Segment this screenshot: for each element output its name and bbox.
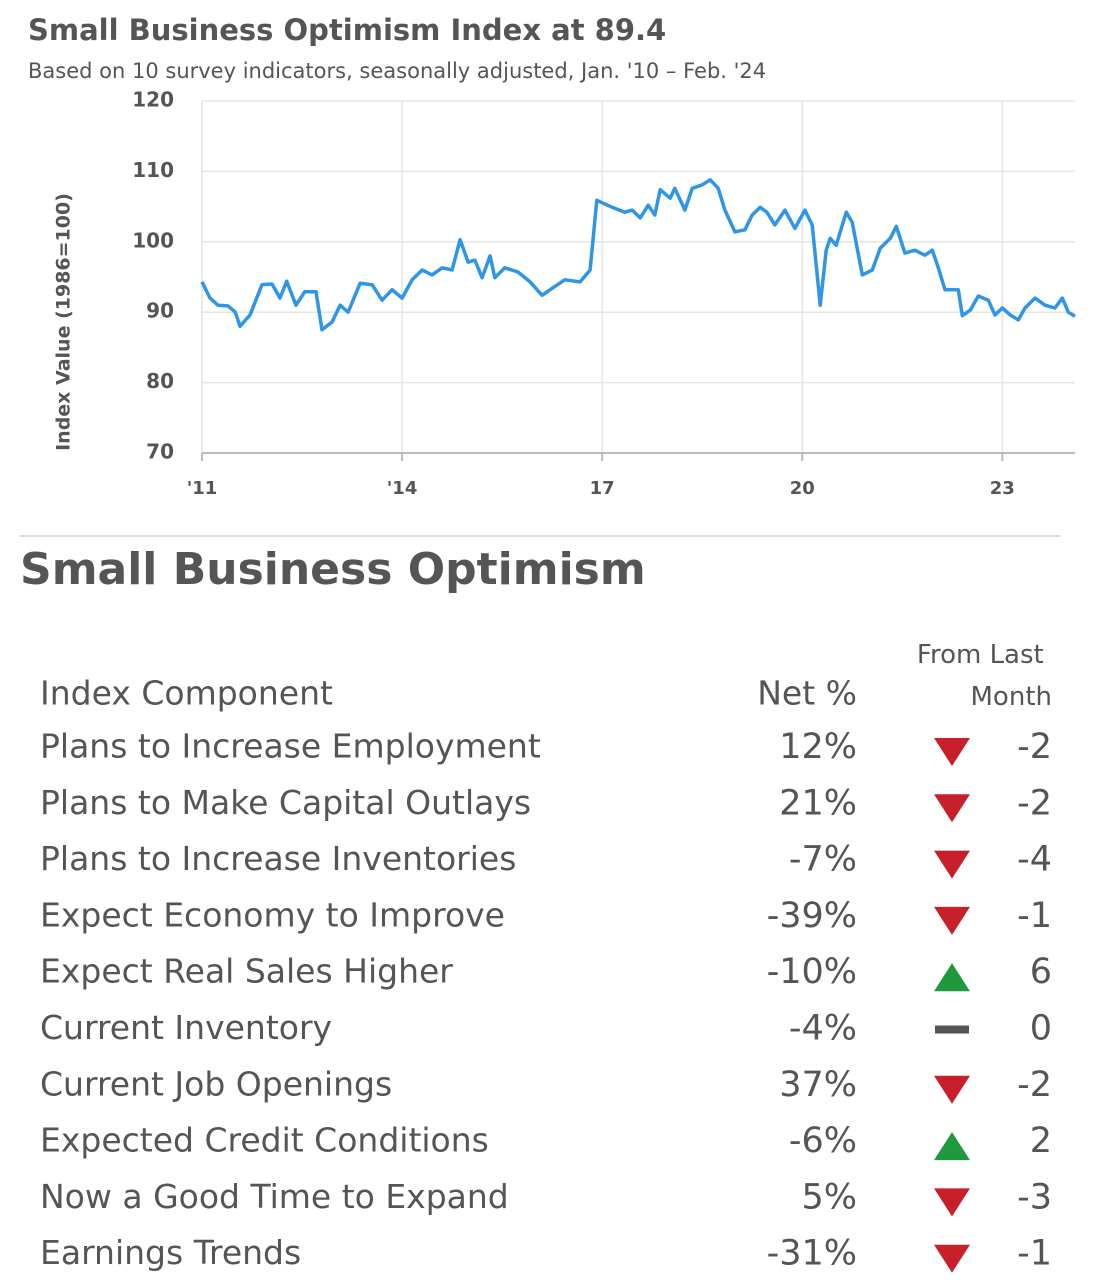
x-tick-label: '11 <box>187 478 218 499</box>
net-percent: 37% <box>779 1065 857 1105</box>
component-name: Current Job Openings <box>40 1064 392 1103</box>
change-value: -2 <box>1017 1065 1052 1105</box>
header-net: Net % <box>757 674 857 713</box>
up-arrow <box>934 1132 970 1161</box>
y-tick-label: 90 <box>146 299 174 323</box>
down-arrow <box>934 1075 970 1104</box>
x-tick-label: 20 <box>790 478 815 499</box>
table-title: Small Business Optimism <box>20 544 646 595</box>
component-name: Expected Credit Conditions <box>40 1121 489 1160</box>
chart-subtitle: Based on 10 survey indicators, seasonall… <box>28 59 766 83</box>
down-arrow <box>934 1188 970 1217</box>
y-tick-label: 120 <box>132 88 174 112</box>
component-name: Expect Real Sales Higher <box>40 952 453 991</box>
component-name: Now a Good Time to Expand <box>40 1177 509 1216</box>
change-value: 2 <box>1030 1121 1052 1161</box>
change-value: -2 <box>1017 783 1052 823</box>
net-percent: -4% <box>789 1009 857 1049</box>
net-percent: 21% <box>779 783 857 823</box>
net-percent: 5% <box>801 1177 857 1217</box>
y-tick-label: 100 <box>132 228 174 252</box>
change-value: -3 <box>1017 1177 1052 1217</box>
flat-dash <box>935 1025 969 1034</box>
net-percent: -7% <box>789 840 857 880</box>
change-value: 0 <box>1030 1009 1052 1049</box>
y-axis-label: Index Value (1986=100) <box>53 193 75 451</box>
header-change: From Last Month <box>917 640 1052 712</box>
chart: 70 80 90 100 110 120 '11 '14 17 20 23 <box>132 88 1076 499</box>
component-name: Earnings Trends <box>40 1233 301 1272</box>
line <box>200 178 1076 332</box>
change-value: -1 <box>1017 896 1052 936</box>
net-percent: 12% <box>779 727 857 767</box>
x-tick-label: 23 <box>990 478 1015 499</box>
header-component: Index Component <box>40 674 333 713</box>
down-arrow <box>934 1244 970 1273</box>
change-value: 6 <box>1030 952 1052 992</box>
net-percent: -6% <box>789 1121 857 1161</box>
table: Index Component Net % From Last Month Plans… <box>40 640 1052 1274</box>
change-value: -2 <box>1017 727 1052 767</box>
change-value: -1 <box>1017 1234 1052 1274</box>
net-percent: -31% <box>767 1234 857 1274</box>
net-percent: -10% <box>767 952 857 992</box>
component-name: Expect Economy to Improve <box>40 895 505 934</box>
up-arrow <box>934 963 970 992</box>
component-name: Current Inventory <box>40 1008 332 1047</box>
down-arrow <box>934 906 970 935</box>
chart-title: Small Business Optimism Index at 89.4 <box>28 13 666 47</box>
down-arrow <box>934 738 970 766</box>
component-name: Plans to Make Capital Outlays <box>40 783 531 822</box>
y-tick-label: 70 <box>146 440 174 464</box>
x-tick-label: 17 <box>590 478 615 499</box>
change-value: -4 <box>1017 840 1052 880</box>
y-tick-label: 80 <box>146 369 174 393</box>
down-arrow <box>934 850 970 879</box>
component-name: Plans to Increase Employment <box>40 727 541 766</box>
y-tick-label: 110 <box>132 158 174 182</box>
component-name: Plans to Increase Inventories <box>40 839 516 878</box>
x-tick-label: '14 <box>387 478 418 499</box>
down-arrow <box>934 794 970 823</box>
net-percent: -39% <box>767 896 857 936</box>
